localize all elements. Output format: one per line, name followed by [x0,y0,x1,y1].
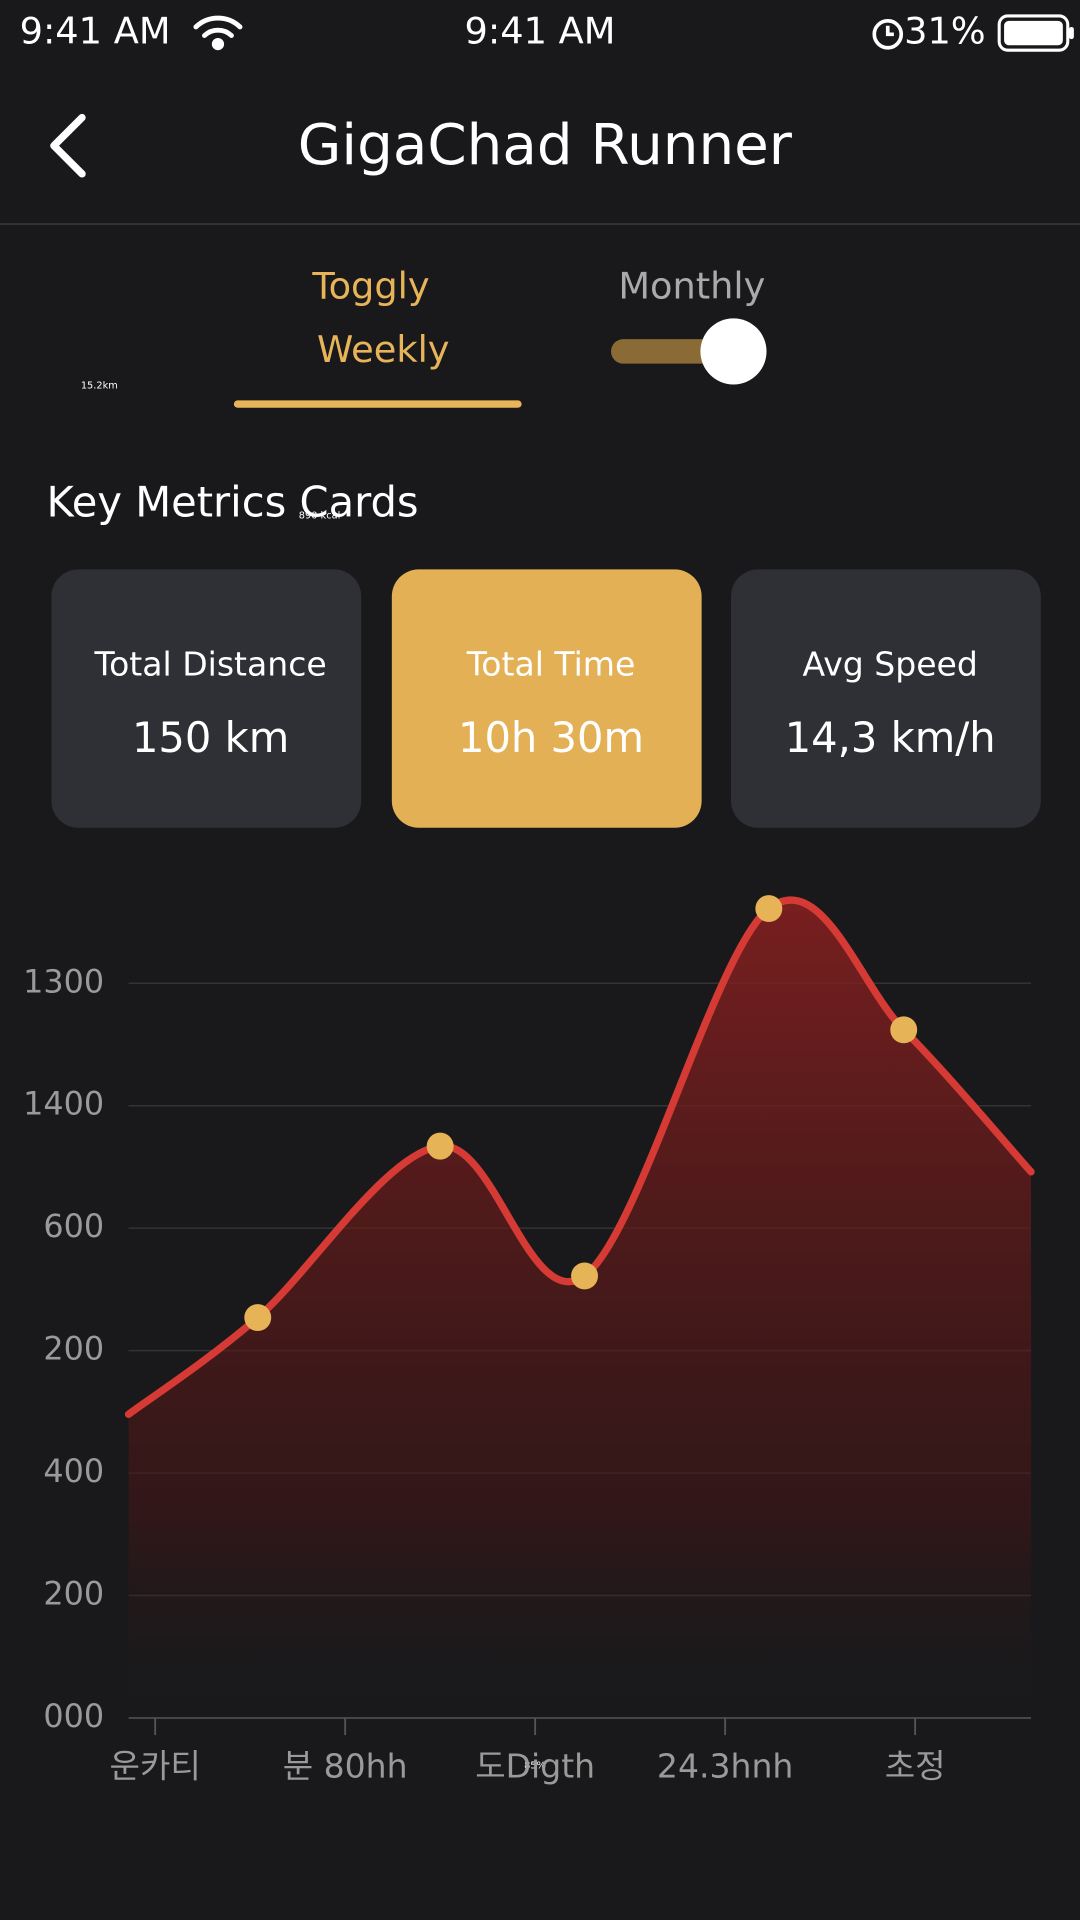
data-point [890,1016,918,1044]
y-tick-label: 000 [43,1697,104,1735]
tab-underline [233,400,522,408]
data-point [755,895,783,923]
overlay-label: 890 kcal [299,511,341,522]
metric-value: 14,3 km/h [785,713,996,762]
x-tick-label: 24.3hnh [657,1747,793,1786]
screen-title: GigaChad Runner [298,113,793,178]
chart: 000 200 400 200 600 1400 1300 운카티 분 80hh 도Digth 24… [23,895,1035,1786]
y-tick-label: 600 [43,1207,104,1245]
y-tick-label: 200 [43,1330,104,1368]
x-tick-label: 분 80hh [283,1747,408,1786]
data-point [244,1304,272,1332]
metric-value: 150 km [132,713,289,762]
area-fill [128,900,1032,1718]
data-point [571,1262,599,1290]
status-time: 9:41 AM [20,10,171,53]
x-tick-label: 초정 [885,1747,946,1786]
metric-cards: Total Distance 150 km Total Time 10h 30m Avg… [51,569,1041,828]
y-tick-label: 200 [43,1575,104,1613]
alarm-icon [872,18,904,50]
y-tick-label: 400 [43,1452,104,1490]
x-tick-label: 운카티 [110,1747,201,1786]
back-button[interactable] [50,113,86,178]
metric-label: Total Distance [94,645,327,684]
overlay-labels: 15.2km 890 kcal 85% [81,381,546,1772]
status-time-center: 9:41 AM [465,10,616,53]
metric-card [391,569,702,828]
metric-card [51,569,362,828]
toggle-knob[interactable] [700,318,767,385]
monthly-tab[interactable]: Monthly [618,264,765,307]
data-point [426,1132,454,1160]
y-tick-label: 1300 [23,962,104,1000]
toggle-label: Toggly [311,264,429,307]
overlay-label: 85% [524,1761,546,1772]
metric-value: 10h 30m [458,713,644,762]
overlay-label: 15.2km [81,381,118,392]
weekly-tab[interactable]: Weekly [317,328,450,371]
battery-percent: 31% [904,10,986,53]
metric-label: Total Time [466,645,636,684]
battery-icon [997,14,1074,52]
x-tick-label: 도Digth [475,1747,595,1786]
section-title: Key Metrics Cards [47,478,419,527]
metric-label: Avg Speed [803,645,978,684]
y-tick-label: 1400 [23,1085,104,1123]
metric-card [731,569,1041,828]
wifi-icon [193,15,243,51]
